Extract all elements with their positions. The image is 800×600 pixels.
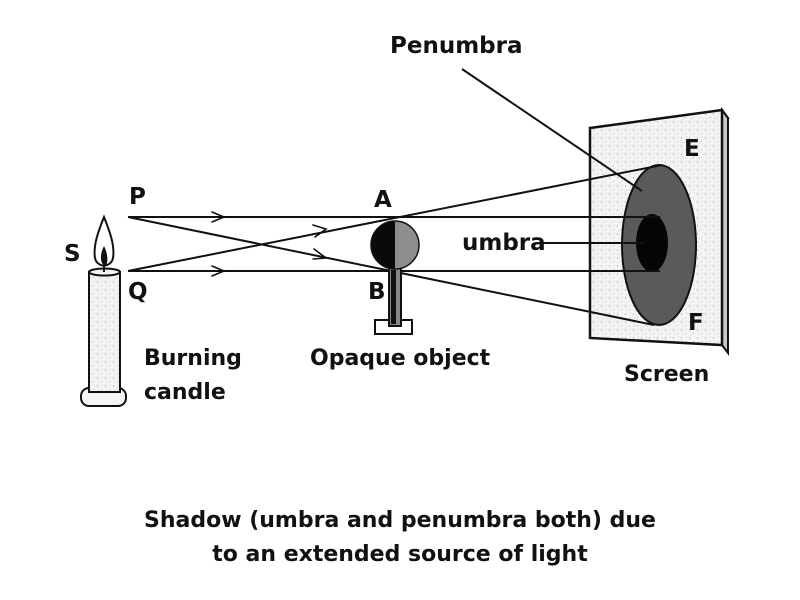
label-umbra: umbra [462,230,546,256]
ray-arrows [211,211,329,277]
figure-caption: Shadow (umbra and penumbra both) due to … [0,504,800,572]
label-s: S [64,241,81,267]
label-q: Q [128,279,148,305]
label-a: A [374,187,392,213]
label-candle-line1: Burning [144,346,242,371]
caption-line-1: Shadow (umbra and penumbra both) due [144,508,656,533]
label-penumbra: Penumbra [390,33,523,59]
caption-line-2: to an extended source of light [212,542,588,567]
label-p: P [129,184,146,210]
label-screen: Screen [624,362,709,387]
label-f: F [688,310,704,336]
label-b: B [368,279,386,305]
label-opaque-object: Opaque object [310,346,491,371]
candle [80,214,127,407]
label-e: E [684,136,700,162]
flame-icon [93,214,115,267]
umbra-shadow [636,214,668,272]
opaque-object [370,220,420,335]
penumbra-pointer [461,68,643,192]
label-candle-line2: candle [144,380,226,405]
arrow-icon [312,248,329,260]
arrow-icon [211,265,227,277]
arrow-icon [211,211,227,223]
arrow-icon [312,224,328,238]
